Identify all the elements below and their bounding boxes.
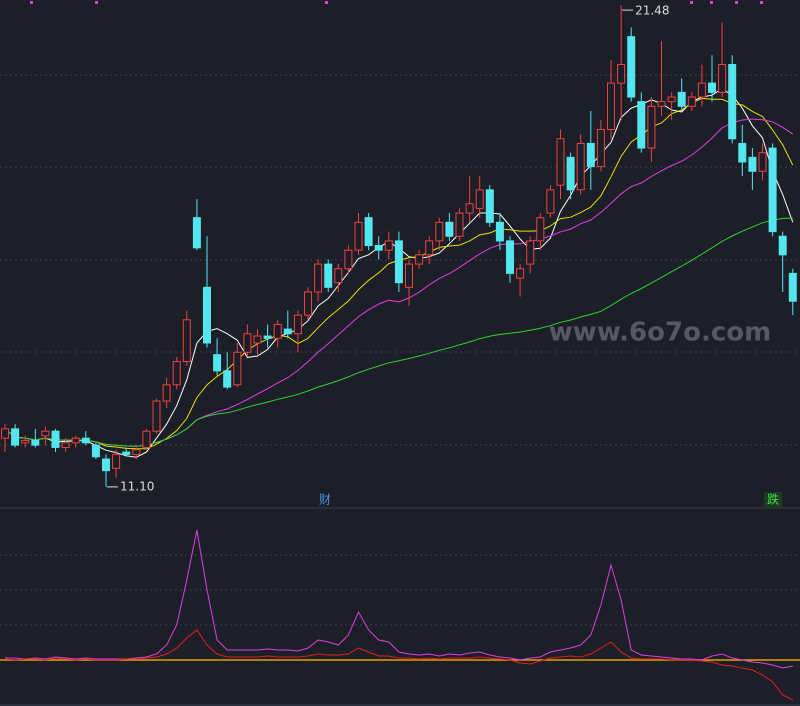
- candle-body: [506, 240, 514, 274]
- event-marker: 财: [319, 493, 331, 507]
- candle-body: [405, 263, 413, 288]
- candle-body: [617, 64, 626, 84]
- candle-body: [384, 240, 393, 251]
- candle-body: [738, 142, 747, 163]
- dot: [760, 1, 763, 4]
- candle-body: [637, 101, 646, 149]
- dot: [690, 1, 693, 4]
- candle-body: [586, 142, 595, 168]
- indicator-line: [4, 629, 794, 701]
- indicator-line: [5, 529, 793, 669]
- candle-body: [11, 428, 20, 446]
- candle-body: [374, 245, 383, 251]
- high-label: 21.48: [635, 4, 669, 18]
- candle-body: [495, 221, 504, 242]
- candle-body: [142, 430, 151, 448]
- candle-body: [273, 323, 282, 339]
- candle-body: [445, 221, 454, 237]
- candle-body: [283, 328, 292, 335]
- candle-body: [607, 82, 615, 130]
- candle-body: [657, 101, 666, 107]
- dot: [95, 1, 98, 4]
- candle-body: [71, 437, 80, 444]
- candle-body: [708, 82, 716, 93]
- candle-body: [263, 335, 272, 339]
- candle-body: [576, 142, 585, 191]
- candle-body: [213, 354, 222, 372]
- candle-body: [41, 430, 50, 437]
- candle-body: [546, 189, 555, 214]
- candle-body: [556, 138, 565, 186]
- candle-body: [455, 212, 464, 237]
- candle-body: [364, 217, 373, 247]
- dot: [30, 1, 33, 4]
- candle-body: [243, 333, 252, 353]
- candle-body: [31, 439, 40, 446]
- candle-body: [596, 128, 605, 168]
- candle-body: [253, 335, 262, 344]
- candle-body: [768, 147, 777, 233]
- candle-body: [758, 152, 767, 172]
- candle-body: [324, 263, 333, 288]
- candle-body: [748, 156, 757, 172]
- candle-body: [91, 444, 100, 458]
- candle-body: [677, 91, 686, 107]
- dot: [710, 1, 713, 4]
- candle-body: [51, 430, 60, 448]
- candle-body: [172, 361, 181, 386]
- candle-body: [485, 189, 494, 223]
- candle-body: [516, 268, 525, 279]
- dot: [735, 1, 738, 4]
- candle-body: [394, 240, 403, 284]
- candle-body: [526, 240, 535, 265]
- candle-body: [778, 235, 787, 256]
- candle-body: [435, 221, 444, 242]
- candle-body: [1, 428, 9, 439]
- candle-body: [667, 96, 676, 103]
- candle-body: [112, 453, 121, 469]
- candle-body: [304, 291, 312, 316]
- candle-body: [203, 286, 211, 344]
- candle-body: [314, 263, 323, 293]
- low-label: 11.10: [120, 479, 154, 493]
- candle-body: [465, 203, 474, 214]
- top-dots: [30, 1, 763, 4]
- candle-body: [102, 458, 110, 472]
- candle-body: [293, 314, 302, 335]
- candle-body: [233, 351, 242, 386]
- candle-body: [566, 156, 575, 191]
- candle-body: [536, 217, 545, 242]
- dot: [325, 1, 328, 4]
- candle-body: [627, 36, 636, 98]
- candle-body: [687, 96, 696, 107]
- candle-body: [647, 105, 656, 149]
- candle-body: [162, 384, 171, 402]
- candle-body: [475, 189, 484, 209]
- watermark: www.6o7o.com: [549, 318, 771, 348]
- candle-body: [354, 221, 363, 251]
- candle-body: [182, 319, 191, 363]
- candle-body: [21, 439, 30, 444]
- candle-body: [425, 240, 434, 256]
- candle-body: [223, 370, 232, 388]
- candle-body: [415, 254, 424, 265]
- candle-body: [61, 442, 70, 448]
- candle-body: [192, 217, 201, 249]
- candle-body: [81, 437, 90, 444]
- candle-body: [132, 449, 141, 455]
- candle-body: [334, 268, 343, 284]
- moving-average: [4, 217, 793, 447]
- candle-body: [788, 272, 797, 302]
- event-marker: 跌: [767, 492, 779, 507]
- candle-body: [718, 64, 727, 93]
- marker-bg: [764, 492, 782, 508]
- candle-body: [697, 82, 706, 98]
- candle-body: [728, 64, 737, 140]
- candle-body: [122, 451, 131, 455]
- candle-body: [152, 400, 161, 432]
- candle-body: [344, 249, 353, 270]
